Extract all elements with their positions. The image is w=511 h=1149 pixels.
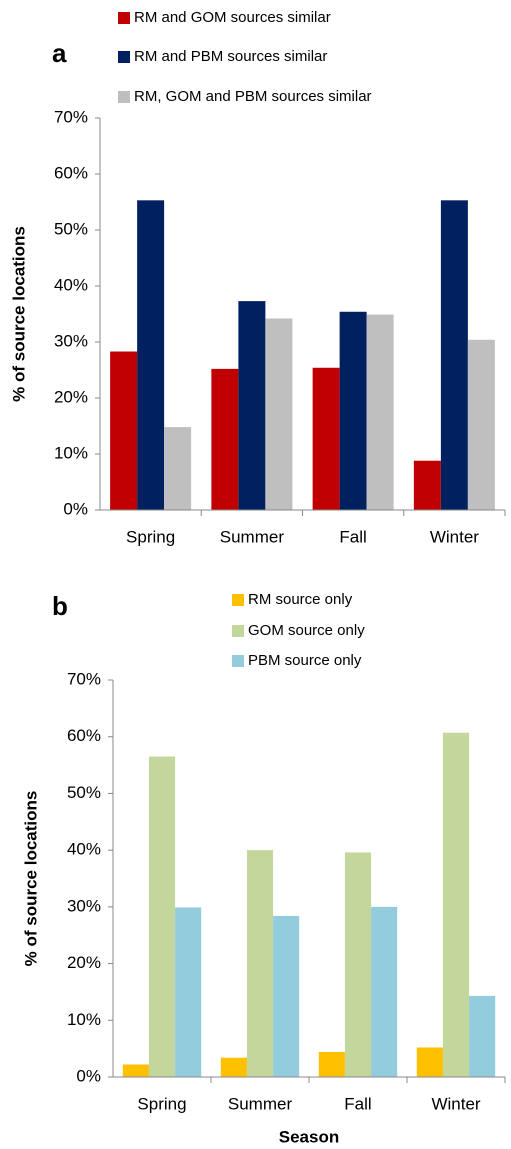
bar xyxy=(344,852,372,1077)
y-tick-label: 30% xyxy=(54,331,88,350)
bar xyxy=(440,200,468,510)
bar xyxy=(164,427,192,510)
x-tick-label: Fall xyxy=(344,1094,371,1113)
bar xyxy=(148,756,176,1077)
y-tick-label: 10% xyxy=(54,443,88,462)
bar xyxy=(339,311,367,510)
bar xyxy=(416,1047,443,1077)
legend-label: RM, GOM and PBM sources similar xyxy=(134,88,372,105)
y-tick-label: 10% xyxy=(67,1010,101,1029)
legend-label: RM source only xyxy=(248,591,353,608)
panel-label: a xyxy=(52,38,67,68)
bar xyxy=(110,351,138,510)
panel-label: b xyxy=(52,591,68,621)
y-tick-label: 0% xyxy=(63,499,88,518)
x-tick-label: Summer xyxy=(228,1094,293,1113)
bar xyxy=(265,318,293,510)
y-tick-label: 0% xyxy=(76,1066,101,1085)
bar xyxy=(312,367,340,510)
legend-swatch xyxy=(118,12,130,24)
bar xyxy=(467,339,495,510)
bar xyxy=(273,915,300,1077)
bar xyxy=(371,906,398,1077)
legend-swatch xyxy=(232,594,244,606)
bar xyxy=(137,200,165,510)
legend-label: GOM source only xyxy=(248,622,365,639)
x-tick-label: Winter xyxy=(430,527,479,546)
y-tick-label: 40% xyxy=(67,840,101,859)
y-axis-title: % of source locations xyxy=(9,226,28,402)
bar xyxy=(122,1064,149,1077)
y-tick-label: 60% xyxy=(67,726,101,745)
legend-swatch xyxy=(232,625,244,637)
legend-label: PBM source only xyxy=(248,652,362,669)
x-axis-title: Season xyxy=(279,1127,339,1146)
bar xyxy=(175,907,202,1077)
x-tick-label: Fall xyxy=(339,527,366,546)
bar xyxy=(469,995,496,1077)
y-tick-label: 60% xyxy=(54,163,88,182)
x-tick-label: Winter xyxy=(431,1094,480,1113)
bar xyxy=(246,850,274,1077)
x-tick-label: Summer xyxy=(220,527,285,546)
y-axis-title: % of source locations xyxy=(21,791,40,967)
bar xyxy=(442,732,470,1077)
y-tick-label: 50% xyxy=(67,783,101,802)
y-tick-label: 20% xyxy=(54,387,88,406)
bar xyxy=(220,1057,247,1077)
y-tick-label: 70% xyxy=(67,669,101,688)
bar xyxy=(238,301,266,510)
legend-label: RM and PBM sources similar xyxy=(134,48,327,65)
y-tick-label: 20% xyxy=(67,953,101,972)
bar xyxy=(211,368,239,510)
x-tick-label: Spring xyxy=(126,527,175,546)
bar xyxy=(318,1052,345,1077)
legend-swatch xyxy=(232,655,244,667)
y-tick-label: 40% xyxy=(54,275,88,294)
legend-label: RM and GOM sources similar xyxy=(134,9,331,26)
x-tick-label: Spring xyxy=(137,1094,186,1113)
y-tick-label: 70% xyxy=(54,107,88,126)
legend-swatch xyxy=(118,51,130,63)
legend-swatch xyxy=(118,91,130,103)
bar xyxy=(366,314,394,510)
bar xyxy=(413,460,441,510)
y-tick-label: 50% xyxy=(54,219,88,238)
y-tick-label: 30% xyxy=(67,896,101,915)
